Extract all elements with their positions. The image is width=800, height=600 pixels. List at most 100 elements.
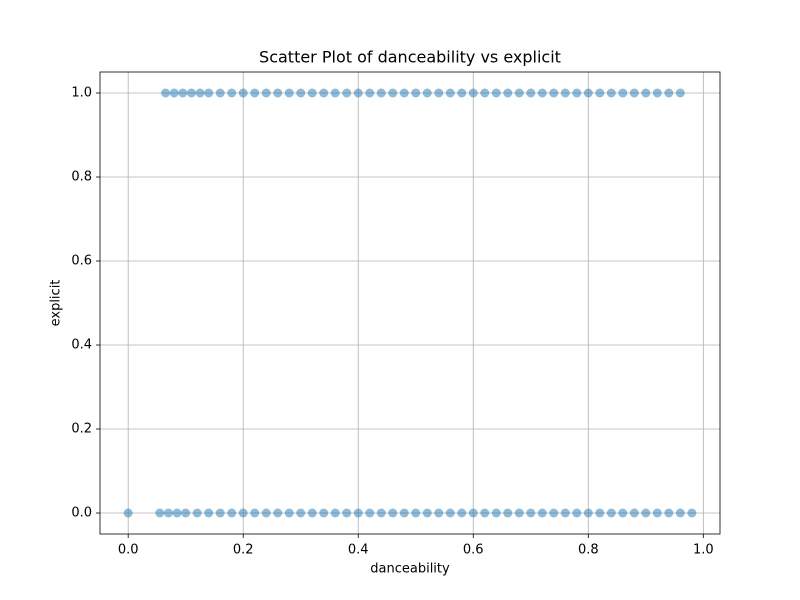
point bbox=[629, 88, 639, 98]
point bbox=[342, 508, 352, 518]
point bbox=[388, 88, 398, 98]
point bbox=[307, 88, 317, 98]
point bbox=[503, 88, 513, 98]
point bbox=[399, 508, 409, 518]
point bbox=[376, 88, 386, 98]
point bbox=[163, 508, 173, 518]
point bbox=[652, 508, 662, 518]
point bbox=[480, 508, 490, 518]
x-tick-label: 0.2 bbox=[233, 543, 254, 558]
point bbox=[172, 508, 182, 518]
point bbox=[572, 508, 582, 518]
point bbox=[641, 508, 651, 518]
x-axis-label: danceability bbox=[370, 562, 450, 577]
point bbox=[457, 88, 467, 98]
point bbox=[330, 508, 340, 518]
point bbox=[595, 88, 605, 98]
point bbox=[629, 508, 639, 518]
point bbox=[445, 88, 455, 98]
point bbox=[215, 508, 225, 518]
point bbox=[560, 88, 570, 98]
point bbox=[181, 508, 191, 518]
point bbox=[583, 508, 593, 518]
chart-title: Scatter Plot of danceability vs explicit bbox=[259, 48, 561, 67]
point bbox=[457, 508, 467, 518]
point bbox=[307, 508, 317, 518]
point bbox=[606, 508, 616, 518]
point bbox=[526, 88, 536, 98]
x-tick-label: 0.8 bbox=[578, 543, 599, 558]
point bbox=[204, 508, 214, 518]
point bbox=[192, 508, 202, 518]
point bbox=[618, 508, 628, 518]
point bbox=[664, 88, 674, 98]
point bbox=[227, 508, 237, 518]
point bbox=[178, 88, 188, 98]
point bbox=[195, 88, 205, 98]
y-tick-label: 1.0 bbox=[71, 86, 92, 101]
point bbox=[537, 508, 547, 518]
point bbox=[411, 88, 421, 98]
point bbox=[238, 508, 248, 518]
point bbox=[365, 88, 375, 98]
point bbox=[319, 88, 329, 98]
point bbox=[319, 508, 329, 518]
y-axis-label: explicit bbox=[49, 280, 64, 327]
point bbox=[606, 88, 616, 98]
point bbox=[169, 88, 179, 98]
point bbox=[687, 508, 697, 518]
point bbox=[155, 508, 165, 518]
point bbox=[514, 88, 524, 98]
point bbox=[549, 88, 559, 98]
point bbox=[675, 508, 685, 518]
x-tick-label: 1.0 bbox=[693, 543, 714, 558]
point bbox=[186, 88, 196, 98]
y-tick-label: 0.0 bbox=[71, 506, 92, 521]
point bbox=[399, 88, 409, 98]
point bbox=[560, 508, 570, 518]
point bbox=[227, 88, 237, 98]
point bbox=[330, 88, 340, 98]
point bbox=[537, 88, 547, 98]
point bbox=[491, 508, 501, 518]
point bbox=[273, 508, 283, 518]
point bbox=[261, 88, 271, 98]
point bbox=[434, 88, 444, 98]
point bbox=[238, 88, 248, 98]
point bbox=[296, 88, 306, 98]
point bbox=[342, 88, 352, 98]
point bbox=[422, 88, 432, 98]
point bbox=[652, 88, 662, 98]
point bbox=[491, 88, 501, 98]
point bbox=[250, 88, 260, 98]
point bbox=[365, 508, 375, 518]
point bbox=[422, 508, 432, 518]
point bbox=[284, 508, 294, 518]
x-tick-label: 0.4 bbox=[348, 543, 369, 558]
point bbox=[388, 508, 398, 518]
point bbox=[261, 508, 271, 518]
point bbox=[664, 508, 674, 518]
point bbox=[123, 508, 133, 518]
point bbox=[445, 508, 455, 518]
y-tick-label: 0.4 bbox=[71, 338, 92, 353]
point bbox=[353, 508, 363, 518]
point bbox=[204, 88, 214, 98]
point bbox=[514, 508, 524, 518]
point bbox=[468, 508, 478, 518]
x-tick-label: 0.0 bbox=[118, 543, 139, 558]
plot-frame bbox=[99, 71, 721, 535]
point bbox=[480, 88, 490, 98]
point bbox=[583, 88, 593, 98]
point bbox=[675, 88, 685, 98]
y-tick-label: 0.8 bbox=[71, 170, 92, 185]
point bbox=[215, 88, 225, 98]
y-tick-label: 0.6 bbox=[71, 254, 92, 269]
point bbox=[468, 88, 478, 98]
point bbox=[250, 508, 260, 518]
point bbox=[641, 88, 651, 98]
point bbox=[618, 88, 628, 98]
point bbox=[526, 508, 536, 518]
y-tick-label: 0.2 bbox=[71, 422, 92, 437]
